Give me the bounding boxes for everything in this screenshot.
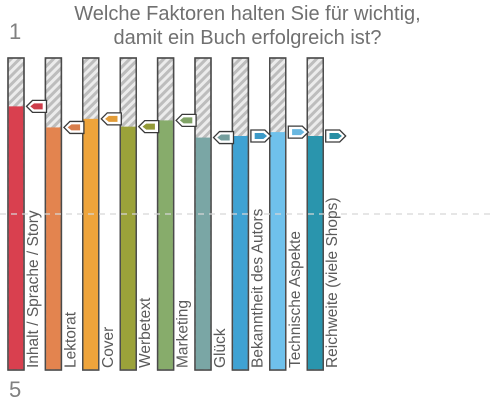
bar [158, 120, 173, 370]
category-label: Lektorat [62, 311, 79, 368]
bar [8, 106, 24, 370]
bar [195, 137, 211, 370]
bar [233, 136, 248, 370]
category-label: Reichweite (viele Shops) [324, 197, 341, 368]
value-marker-fill [67, 124, 81, 131]
category-label: Cover [100, 327, 117, 368]
chart-title: Welche Faktoren halten Sie für wichtig, … [0, 2, 495, 50]
value-marker-fill [217, 134, 230, 141]
scale-top-label: 1 [9, 19, 22, 44]
bar [46, 127, 61, 370]
bar [270, 132, 286, 370]
value-marker-fill [142, 123, 155, 130]
value-marker-fill [292, 129, 305, 136]
chart-title-line-1: Welche Faktoren halten Sie für wichtig, [74, 3, 421, 25]
bar [83, 118, 99, 370]
value-marker-fill [105, 115, 118, 122]
value-marker-fill [30, 103, 43, 110]
bar [307, 136, 323, 370]
category-label: Technische Aspekte [287, 231, 304, 368]
scale-bottom-label: 5 [9, 377, 22, 402]
category-label: Werbetext [137, 297, 154, 368]
category-label: Marketing [175, 300, 192, 368]
category-label: Glück [212, 328, 229, 368]
category-label: Bekanntheit des Autors [249, 208, 266, 368]
value-marker-fill [254, 133, 268, 139]
value-marker-fill [329, 133, 342, 139]
category-label: Inhalt / Sprache / Story [25, 210, 42, 368]
chart-title-line-2: damit ein Buch erfolgreich ist? [113, 27, 382, 49]
value-marker-fill [179, 117, 193, 124]
bar [120, 126, 136, 370]
